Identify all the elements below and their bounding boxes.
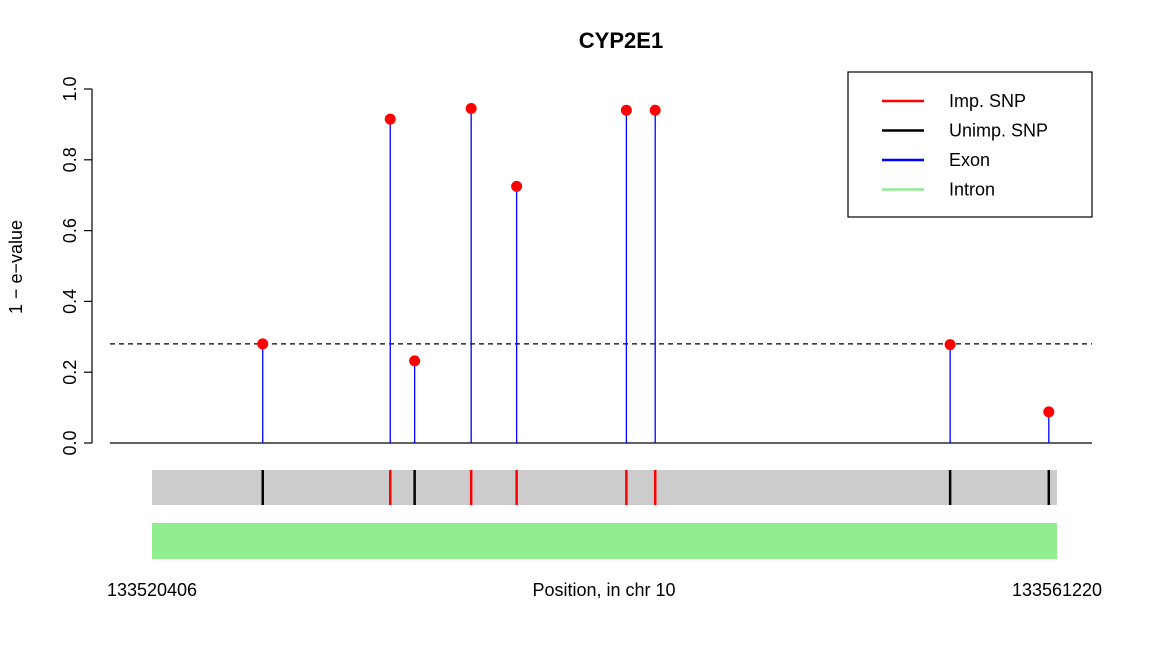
snp-marks-group <box>261 470 1051 505</box>
data-point <box>409 355 421 367</box>
y-tick-label: 1.0 <box>60 76 80 101</box>
y-axis: 0.0 0.2 0.4 0.6 0.8 1.0 <box>60 76 93 456</box>
legend-label: Intron <box>949 180 995 200</box>
legend: Imp. SNP Unimp. SNP Exon Intron <box>847 71 1093 218</box>
x-end-label: 133561220 <box>1012 580 1102 600</box>
y-tick-label: 0.8 <box>60 147 80 172</box>
stems-group <box>262 108 1050 443</box>
data-point <box>511 180 523 192</box>
data-point <box>384 113 396 125</box>
y-tick-label: 0.0 <box>60 430 80 455</box>
chart-title: CYP2E1 <box>579 28 663 53</box>
data-point <box>257 338 269 350</box>
data-point <box>649 104 661 116</box>
intron-bar <box>152 523 1057 559</box>
y-axis-label: 1 − e−value <box>6 220 26 314</box>
data-point <box>465 102 477 114</box>
y-tick-label: 0.4 <box>60 289 80 314</box>
legend-box <box>847 71 1093 218</box>
x-start-label: 133520406 <box>107 580 197 600</box>
snp-track <box>152 470 1057 505</box>
y-tick-label: 0.6 <box>60 218 80 243</box>
legend-label: Exon <box>949 150 990 170</box>
points-group <box>257 102 1055 418</box>
data-point <box>620 104 632 116</box>
x-axis-label: Position, in chr 10 <box>532 580 675 600</box>
data-point <box>944 339 956 351</box>
data-point <box>1043 406 1055 418</box>
legend-label: Unimp. SNP <box>949 121 1048 141</box>
legend-label: Imp. SNP <box>949 91 1026 111</box>
y-tick-label: 0.2 <box>60 360 80 385</box>
